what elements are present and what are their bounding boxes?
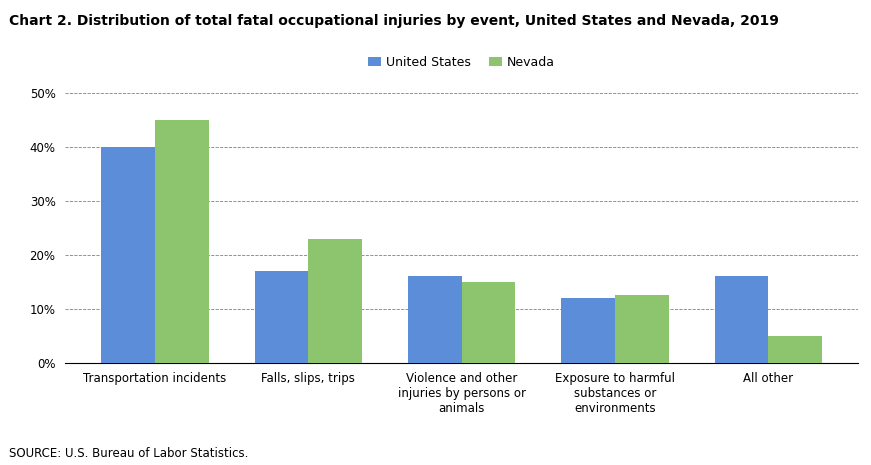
Bar <box>768 336 822 363</box>
Bar <box>308 239 362 363</box>
Bar <box>462 282 516 363</box>
Text: Chart 2. Distribution of total fatal occupational injuries by event, United Stat: Chart 2. Distribution of total fatal occ… <box>9 14 779 28</box>
Bar <box>408 276 462 363</box>
Bar <box>714 276 768 363</box>
Text: SOURCE: U.S. Bureau of Labor Statistics.: SOURCE: U.S. Bureau of Labor Statistics. <box>9 447 248 460</box>
Bar <box>155 120 209 363</box>
Bar <box>254 271 308 363</box>
Bar <box>561 298 615 363</box>
Bar <box>615 295 669 363</box>
Bar <box>101 147 155 363</box>
Legend: United States, Nevada: United States, Nevada <box>363 51 560 74</box>
